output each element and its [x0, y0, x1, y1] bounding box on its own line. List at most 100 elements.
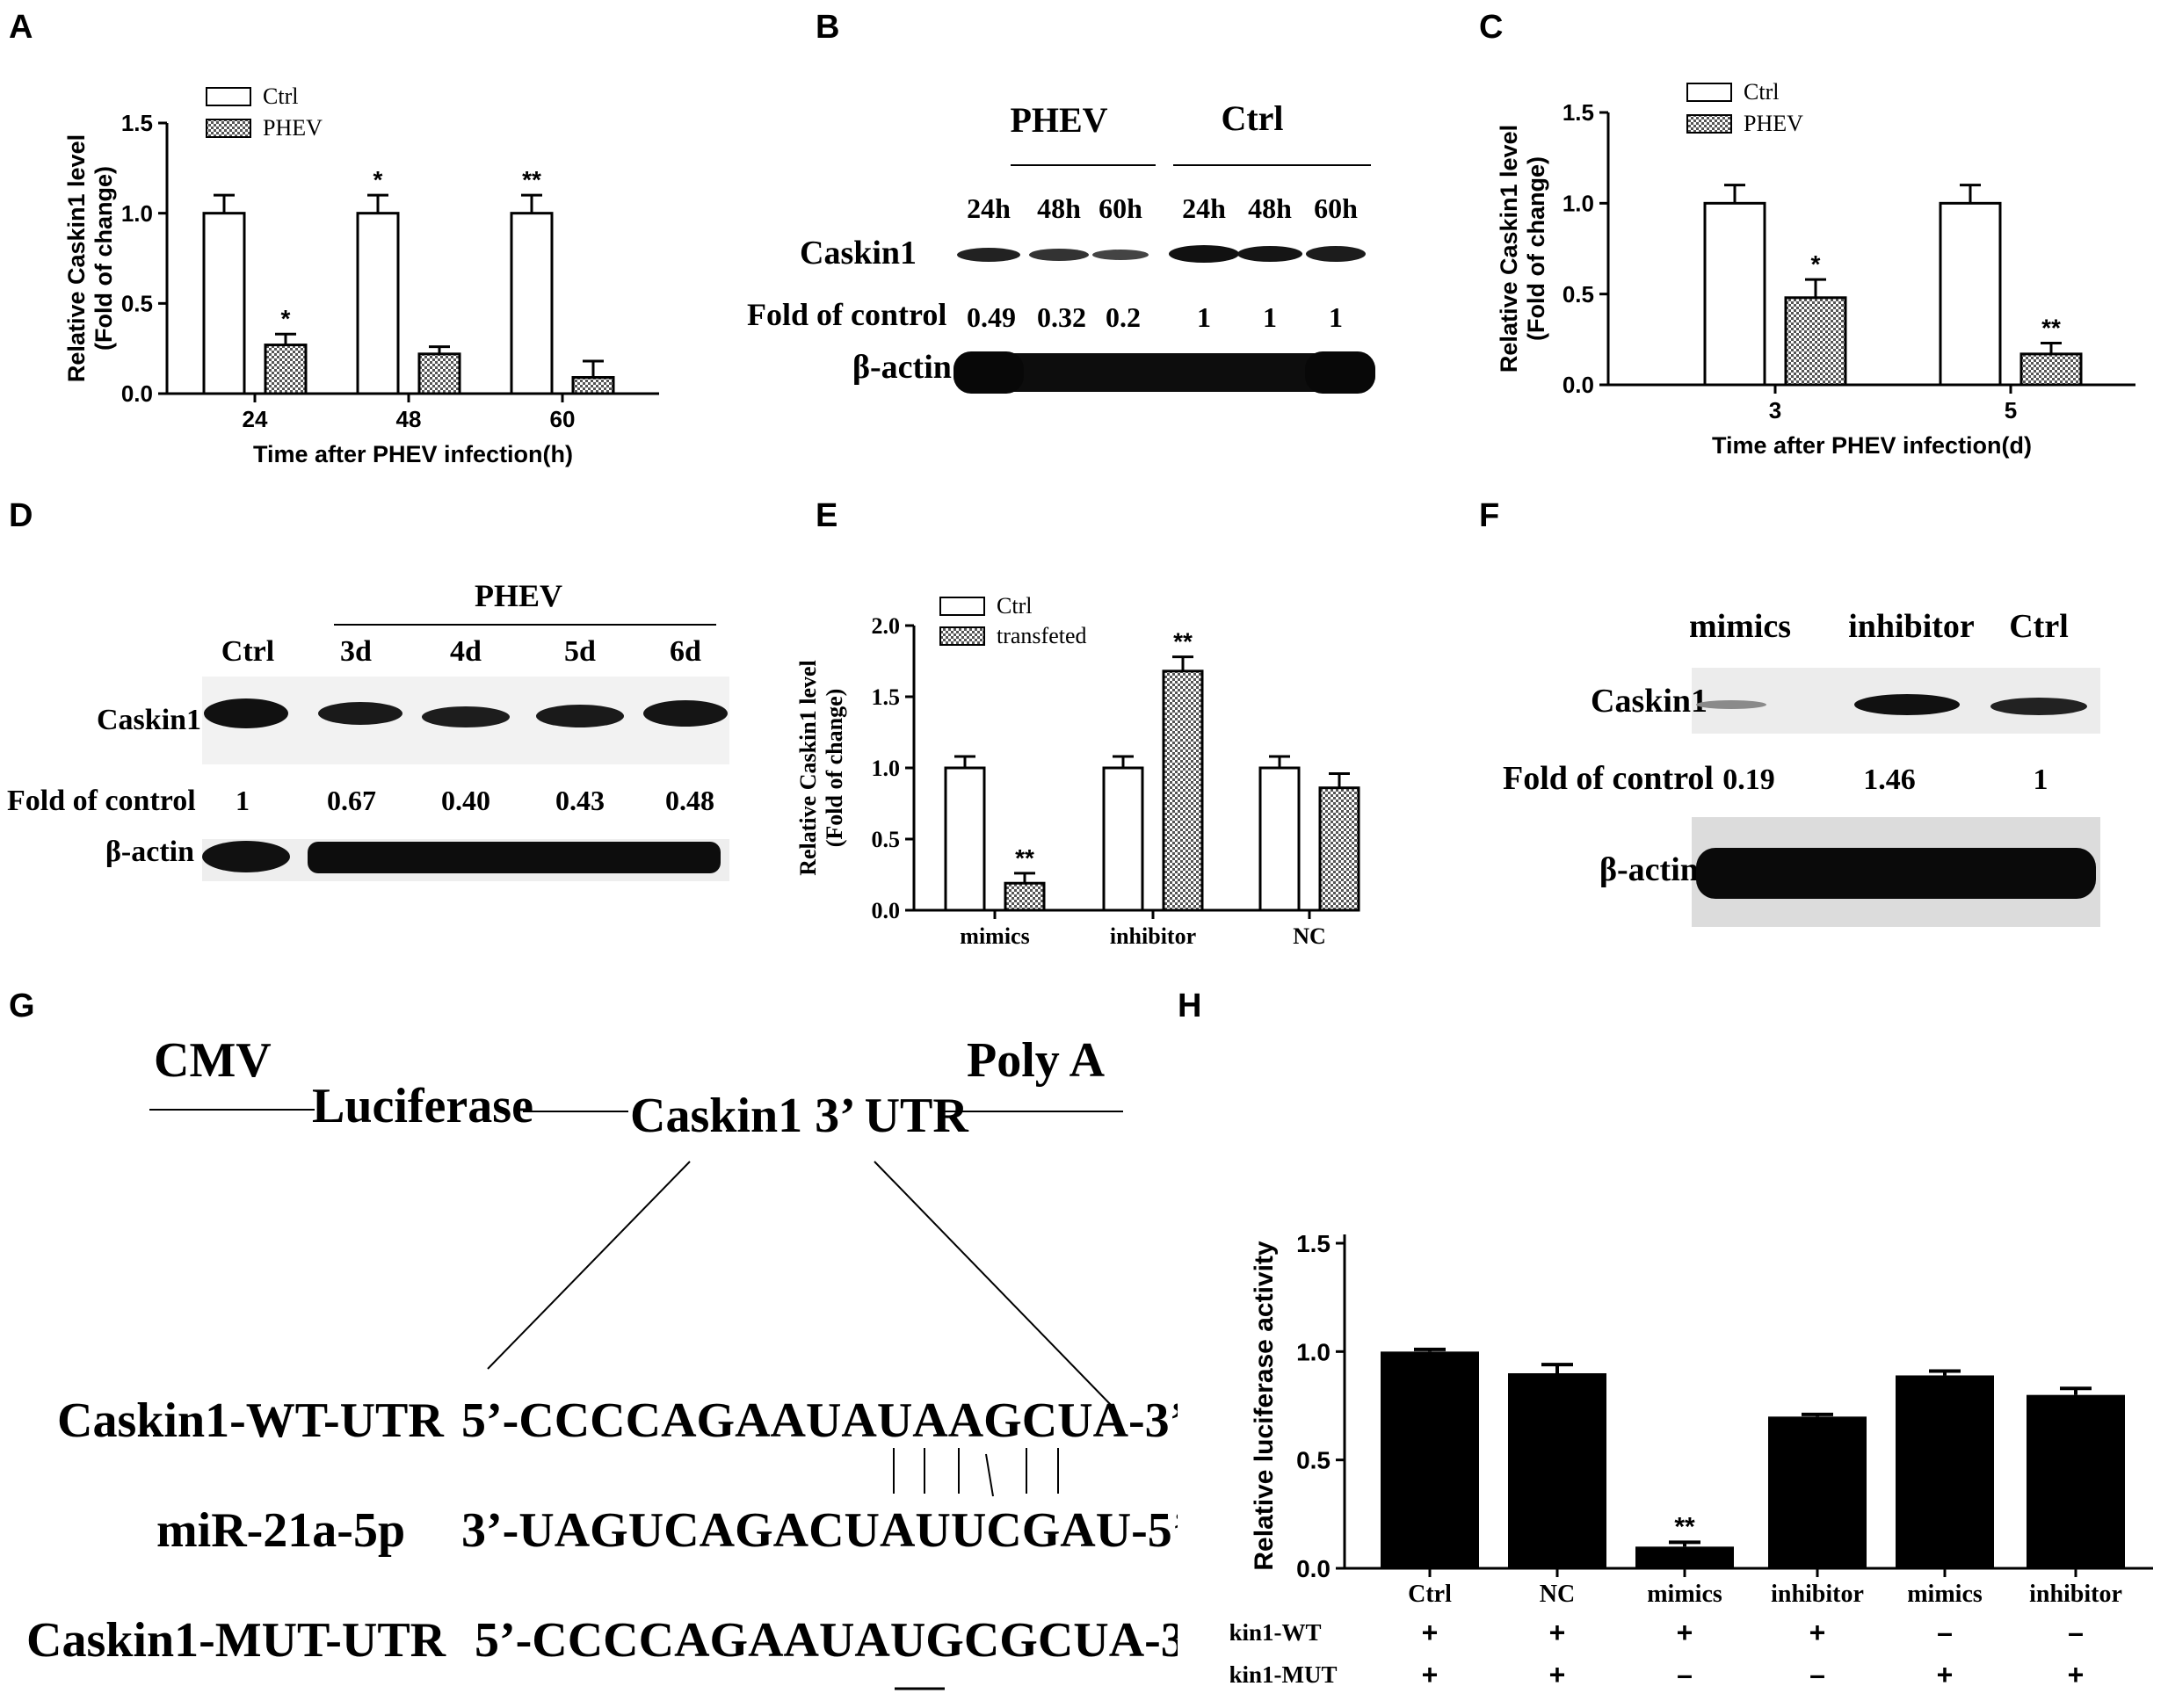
blot-d-fold-value: 0.43: [555, 785, 605, 816]
significance-star: *: [373, 166, 383, 193]
blot-f-folds: 0.19 1.46 1: [1722, 764, 2048, 796]
blot-d-lane: 5d: [564, 635, 596, 668]
panel-label-g: G: [9, 988, 35, 1024]
blot-b-lane: 60h: [1099, 192, 1142, 224]
blot-d-group-phev: PHEV: [475, 578, 562, 613]
blot-d-fold-label: Fold of control: [7, 785, 196, 817]
blot-d-lane: Ctrl: [221, 635, 274, 668]
blot-b-group-ctrl: Ctrl: [1221, 98, 1283, 138]
blot-d-fold-value: 0.40: [441, 785, 490, 816]
blot-f-lane: inhibitor: [1848, 608, 1975, 645]
blot-f-fold-value: 1.46: [1863, 764, 1916, 796]
blot-d-protein-label: Caskin1: [97, 704, 201, 736]
significance-star: **: [1173, 628, 1193, 655]
legend-swatch: [206, 119, 251, 138]
blot-b-lane: 60h: [1314, 192, 1358, 224]
y-tick-label: 1.5: [872, 684, 901, 710]
blot-b-lane: 48h: [1248, 192, 1292, 224]
blot-b-fold-value: 0.2: [1106, 301, 1141, 333]
legend-swatch: [1686, 83, 1732, 102]
panel-label-f: F: [1479, 497, 1500, 534]
blot-b-lane: 24h: [1182, 192, 1226, 224]
blot-b-fold-value: 0.49: [967, 301, 1016, 333]
legend-label: Ctrl: [263, 83, 298, 109]
bar-ctrl: [1258, 766, 1301, 912]
y-tick-label: 0.5: [1563, 281, 1594, 308]
chart-e: 0.0 0.5 1.0 1.5 2.0 Relative Caskin1 level (Fo…: [795, 593, 1360, 949]
chart-c: 0.0 0.5 1.0 1.5 Relative Caskin1 level (Fold …: [1496, 79, 2135, 459]
x-tick-label: inhibitor: [1110, 923, 1196, 949]
x-tick-label: mimics: [1647, 1581, 1722, 1608]
y-tick-label: 1.0: [121, 200, 153, 227]
chart-c-plot: 0.0 0.5 1.0 1.5 Relative Caskin1 level (Fold …: [1496, 79, 2135, 459]
mir-label: miR-21a-5p: [156, 1503, 405, 1558]
legend-swatch: [1686, 114, 1732, 134]
chart-h: 0.0 0.5 1.0 1.5 Relative luciferase activity…: [1230, 1230, 2153, 1690]
panel-label-a: A: [9, 9, 33, 46]
blot-d-fold-value: 0.67: [327, 785, 376, 816]
construct-row-mark: +: [1422, 1659, 1439, 1690]
bar-treated: [1318, 786, 1360, 912]
actin-bands-b: [953, 351, 1375, 394]
blot-b-fold-label: Fold of control: [747, 297, 946, 332]
x-tick-label: Ctrl: [1408, 1581, 1452, 1608]
x-tick-label: 3: [1769, 397, 1781, 423]
panel-label-e: E: [816, 497, 838, 534]
wt-utr-label: Caskin1-WT-UTR: [57, 1393, 444, 1448]
y-axis-label: Relative Caskin1 level: [795, 660, 821, 876]
bar-ctrl: [202, 212, 246, 395]
x-tick-label: NC: [1293, 923, 1326, 949]
chart-a-plot: 0.0 0.5 1.0 1.5 Relative Caskin1 level (Fold …: [63, 83, 659, 467]
blot-b-group-phev: PHEV: [1010, 100, 1107, 140]
construct-row-mark: +: [1549, 1659, 1566, 1690]
y-tick-label: 0.0: [1563, 372, 1594, 398]
panel-label-c: C: [1479, 9, 1504, 46]
construct-row-mark: –: [1937, 1617, 1953, 1648]
base-pairing-lines: [893, 1448, 1059, 1497]
y-axis-label-2: (Fold of change): [1523, 156, 1549, 341]
blot-f-lane: mimics: [1689, 608, 1791, 645]
blot-d-lane: 6d: [670, 635, 701, 668]
blot-b-protein-label: Caskin1: [800, 235, 917, 271]
x-tick-label: 48: [396, 406, 422, 432]
panel-label-d: D: [9, 497, 33, 534]
blot-f-fold-value: 1: [2034, 764, 2048, 796]
blot-f-fold-value: 0.19: [1722, 764, 1775, 796]
bar-ctrl: [944, 766, 986, 912]
y-tick-label: 1.0: [1296, 1338, 1331, 1365]
bar-treated: [417, 352, 461, 395]
y-tick-label: 0.5: [872, 827, 901, 852]
bar-treated: [571, 376, 615, 395]
x-tick-label: 60: [550, 406, 576, 432]
x-tick-label: mimics: [1907, 1581, 1983, 1608]
blot-d-lane: 4d: [450, 635, 482, 668]
mut-utr-sequence: 5’-CCCCAGAAUAUGCGCUA-3’: [475, 1613, 1178, 1668]
zoom-line-left: [487, 1161, 691, 1370]
actin-bands-d: [202, 839, 729, 881]
legend-label: PHEV: [1744, 111, 1803, 136]
y-tick-label: 0.5: [121, 290, 153, 316]
bar-treated: [2019, 352, 2083, 387]
chart-e-plot: 0.0 0.5 1.0 1.5 2.0 Relative Caskin1 level (Fo…: [795, 593, 1360, 949]
construct-utr: Caskin1 3’ UTR: [630, 1089, 968, 1143]
blot-d-lanes: Ctrl 3d 4d 5d 6d: [221, 635, 701, 668]
bar-luciferase: [1508, 1373, 1606, 1568]
construct-row-mark: –: [1677, 1659, 1693, 1690]
blot-f-lane: Ctrl: [2009, 608, 2069, 645]
significance-star: *: [1811, 250, 1821, 278]
blot-d-fold-value: 1: [236, 785, 250, 816]
x-tick-label: mimics: [960, 923, 1029, 949]
mut-utr-label: Caskin1-MUT-UTR: [26, 1613, 446, 1668]
bar-ctrl: [1703, 201, 1766, 387]
bar-treated: [1784, 296, 1847, 387]
blot-f-protein-label: Caskin1: [1591, 683, 1708, 720]
chart-h-plot: 0.0 0.5 1.0 1.5 Relative luciferase activity…: [1230, 1230, 2153, 1690]
blot-b-fold-value: 1: [1197, 301, 1211, 333]
construct-row-mark: +: [1809, 1617, 1826, 1648]
blot-f-lanes: mimics inhibitor Ctrl: [1689, 608, 2069, 645]
legend-swatch: [939, 626, 985, 646]
diagram-g: CMV Luciferase Caskin1 3’ UTR Poly A Cas…: [26, 1033, 1178, 1690]
blot-d: PHEV Ctrl 3d 4d 5d 6d Caskin1 Fold of co…: [7, 578, 729, 881]
y-axis-label: Relative Caskin1 level: [1496, 125, 1522, 373]
blot-b-lane: 48h: [1037, 192, 1081, 224]
